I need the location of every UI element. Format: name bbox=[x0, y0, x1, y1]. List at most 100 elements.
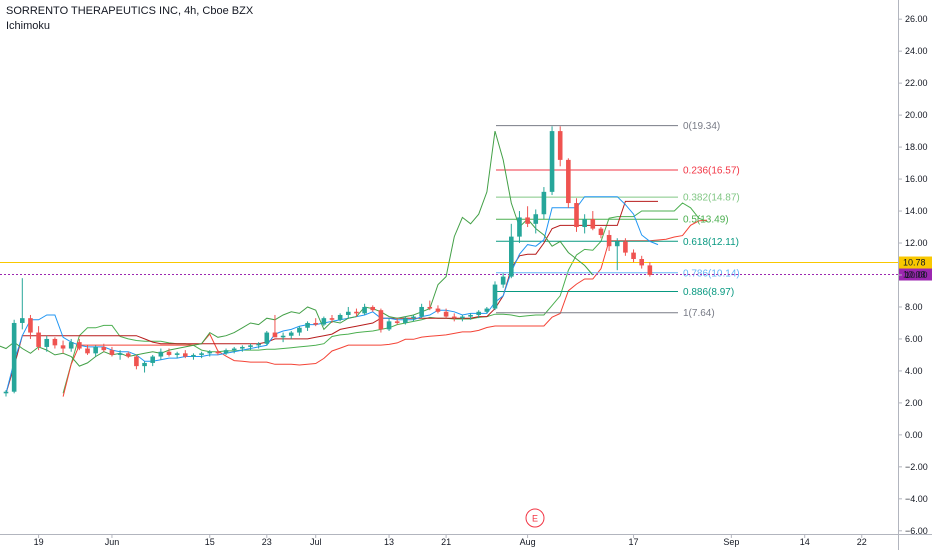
candle[interactable] bbox=[582, 214, 587, 234]
candle[interactable] bbox=[354, 308, 359, 317]
candle[interactable] bbox=[362, 303, 367, 315]
candle[interactable] bbox=[557, 126, 563, 167]
candle[interactable] bbox=[509, 223, 514, 279]
earnings-marker-icon[interactable] bbox=[525, 508, 545, 528]
candle[interactable] bbox=[264, 330, 270, 346]
candle[interactable] bbox=[248, 343, 253, 351]
candle[interactable] bbox=[280, 332, 286, 343]
indicator-label[interactable]: Ichimoku bbox=[6, 20, 51, 32]
candle[interactable] bbox=[166, 348, 172, 357]
candle[interactable] bbox=[117, 350, 123, 360]
candle[interactable] bbox=[28, 314, 33, 339]
candle[interactable] bbox=[101, 343, 107, 352]
candle[interactable] bbox=[125, 351, 131, 359]
candle[interactable] bbox=[451, 313, 457, 322]
candle[interactable] bbox=[183, 350, 188, 359]
candle-body bbox=[451, 316, 457, 319]
candle-body bbox=[362, 306, 367, 314]
price-tick-label: 12.00 bbox=[905, 238, 928, 248]
candle[interactable] bbox=[549, 126, 555, 196]
horizontal-price-lines[interactable]: 10.78 10.03 bbox=[0, 256, 932, 281]
candle[interactable] bbox=[256, 342, 261, 349]
candle-body bbox=[166, 351, 172, 355]
candle[interactable] bbox=[647, 262, 653, 277]
candle[interactable] bbox=[435, 305, 441, 314]
candle-body bbox=[109, 350, 115, 355]
candle[interactable] bbox=[240, 345, 245, 352]
time-axis[interactable]: 19 Jun 15 23 Jul 13 21 Aug 17 Sep 14 22 bbox=[0, 534, 932, 547]
candle[interactable] bbox=[313, 318, 318, 327]
candle[interactable] bbox=[606, 230, 612, 252]
candle[interactable] bbox=[109, 346, 115, 357]
candle[interactable] bbox=[590, 211, 596, 231]
candle[interactable] bbox=[639, 255, 644, 269]
candle[interactable] bbox=[411, 314, 416, 322]
candle[interactable] bbox=[3, 390, 9, 397]
candle[interactable] bbox=[394, 318, 400, 325]
fibonacci-retracement[interactable]: 0(19.34) 0.236(16.57) 0.382(14.87) 0.5(13.4… bbox=[496, 121, 740, 319]
candle[interactable] bbox=[614, 238, 620, 271]
candle[interactable] bbox=[20, 278, 25, 330]
candle[interactable] bbox=[525, 206, 530, 228]
time-tick-label: 19 bbox=[34, 537, 44, 547]
candle[interactable] bbox=[427, 300, 433, 311]
candle[interactable] bbox=[476, 310, 481, 319]
event-markers[interactable]: E bbox=[525, 508, 545, 528]
candle[interactable] bbox=[468, 313, 473, 320]
candle[interactable] bbox=[346, 306, 351, 319]
candle[interactable] bbox=[337, 313, 343, 322]
candle[interactable] bbox=[484, 306, 490, 314]
candle-body bbox=[590, 219, 596, 229]
candle-body bbox=[3, 391, 9, 394]
candle[interactable] bbox=[36, 326, 41, 351]
candle[interactable] bbox=[460, 314, 465, 322]
candle[interactable] bbox=[231, 346, 237, 354]
candle[interactable] bbox=[574, 198, 579, 232]
candle[interactable] bbox=[77, 338, 82, 351]
candle[interactable] bbox=[500, 273, 506, 288]
candle[interactable] bbox=[68, 338, 74, 352]
candle[interactable] bbox=[272, 314, 278, 338]
price-axis[interactable]: 26.00 24.00 22.00 20.00 18.00 16.00 14.00 12.00… bbox=[898, 0, 928, 550]
candle[interactable] bbox=[52, 337, 58, 349]
candle[interactable] bbox=[44, 335, 50, 352]
candle[interactable] bbox=[288, 330, 294, 339]
candle[interactable] bbox=[631, 249, 636, 263]
candle[interactable] bbox=[370, 305, 376, 312]
candle[interactable] bbox=[60, 340, 66, 354]
candle[interactable] bbox=[386, 318, 392, 331]
symbol-title[interactable]: SORRENTO THERAPEUTICS INC, 4h, Cboe BZX bbox=[6, 5, 254, 17]
candle[interactable] bbox=[329, 314, 335, 323]
candle[interactable] bbox=[174, 351, 180, 359]
candle[interactable] bbox=[150, 354, 155, 367]
candle[interactable] bbox=[403, 316, 408, 325]
candle[interactable] bbox=[207, 350, 213, 357]
candle[interactable] bbox=[305, 321, 310, 331]
candle[interactable] bbox=[419, 303, 424, 319]
candle[interactable] bbox=[443, 308, 449, 319]
candle[interactable] bbox=[11, 319, 17, 394]
candle[interactable] bbox=[134, 354, 139, 370]
candle[interactable] bbox=[623, 238, 628, 256]
candle[interactable] bbox=[191, 353, 196, 360]
candle[interactable] bbox=[93, 345, 98, 357]
candle[interactable] bbox=[321, 316, 327, 327]
candle[interactable] bbox=[215, 350, 221, 355]
candle[interactable] bbox=[199, 351, 204, 359]
candle[interactable] bbox=[223, 348, 229, 355]
candle[interactable] bbox=[297, 326, 302, 336]
candle[interactable] bbox=[517, 211, 522, 244]
candle[interactable] bbox=[142, 361, 147, 373]
candle[interactable] bbox=[158, 348, 164, 360]
candle[interactable] bbox=[85, 345, 90, 355]
candle[interactable] bbox=[541, 187, 547, 220]
candle-body bbox=[183, 353, 188, 357]
candle[interactable] bbox=[533, 209, 539, 234]
candlestick-series[interactable] bbox=[3, 126, 653, 397]
candle[interactable] bbox=[378, 308, 384, 333]
candle[interactable] bbox=[492, 281, 498, 311]
candle[interactable] bbox=[598, 227, 604, 239]
candle[interactable] bbox=[566, 158, 571, 208]
time-tick-label: 17 bbox=[629, 537, 639, 547]
